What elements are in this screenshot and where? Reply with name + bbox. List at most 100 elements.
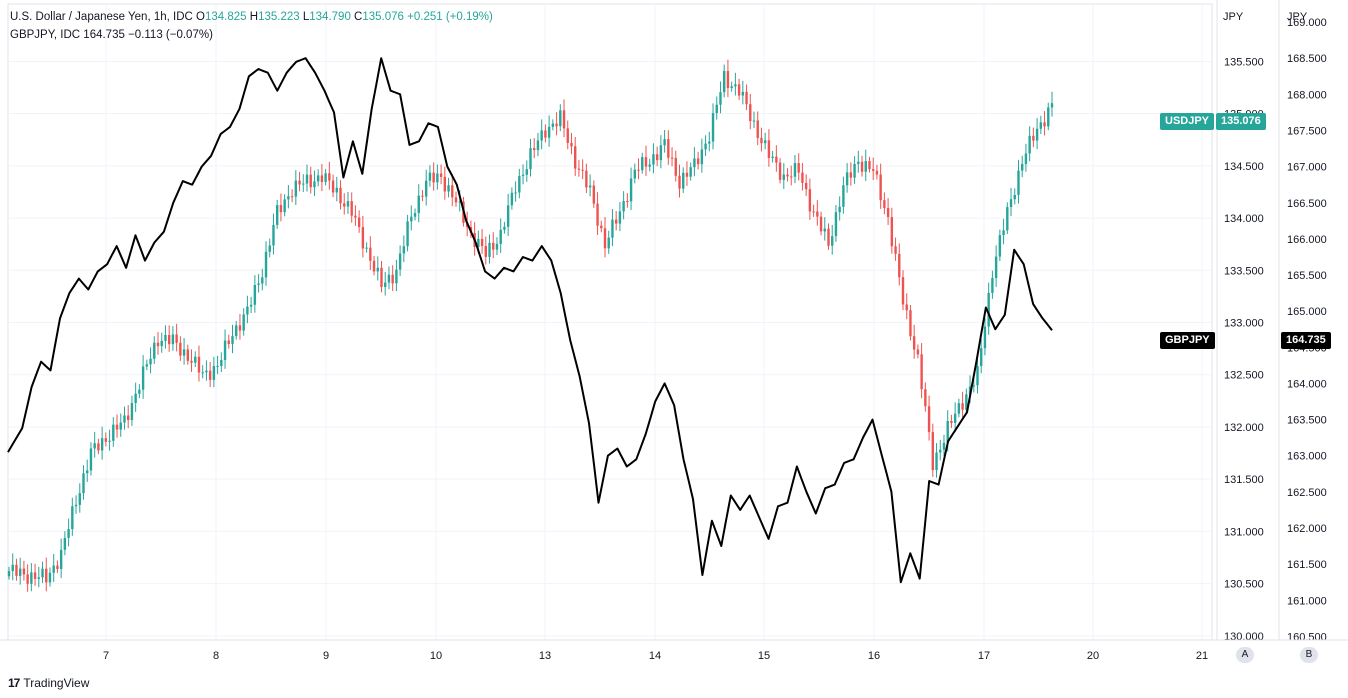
usdjpy-candle-body (421, 195, 424, 197)
usdjpy-candle-body (1024, 153, 1028, 164)
low-value: 134.790 (309, 11, 351, 23)
x-tick-label-7: 16 (868, 650, 880, 662)
usdjpy-candle-body (387, 274, 391, 283)
usdjpy-candle-body (253, 285, 257, 305)
usdjpy-candle-body (361, 227, 365, 249)
usdjpy-candle-body (1050, 103, 1054, 108)
usdjpy-candle-body (186, 349, 189, 361)
open-label: O (196, 11, 205, 23)
usdjpy-candle-body (357, 217, 361, 228)
usdjpy-candle-body (115, 424, 119, 430)
usdjpy-candle-body (890, 217, 894, 247)
usdjpy-candle-body (533, 148, 536, 151)
usdjpy-candle-body (544, 130, 547, 138)
second-series-value: 164.735 (83, 29, 125, 41)
usdjpy-candle-body (290, 196, 294, 198)
x-tick-label-6: 15 (758, 650, 770, 662)
usdjpy-candle-body (74, 504, 78, 507)
usdjpy-candle-body (652, 154, 655, 165)
usdjpy-candle-body (372, 260, 376, 272)
usdjpy-candle-body (685, 172, 689, 177)
usdjpy-candle-body (138, 389, 141, 394)
usdjpy-candle-body (667, 139, 670, 158)
usdjpy-candle-body (410, 216, 413, 222)
usdjpy-candle-body (555, 123, 558, 127)
second-series-legend: GBPJPY, IDC 164.735 −0.113 (−0.07%) (10, 29, 213, 41)
usdjpy-candle-body (11, 564, 14, 572)
usdjpy-candle-body (927, 406, 931, 433)
usdjpy-candle-body (339, 187, 342, 204)
usdjpy-candle-body (406, 221, 409, 247)
usdjpy-candle-body (1021, 163, 1024, 171)
auto-scale-button[interactable]: A (1236, 647, 1254, 663)
gbpjpy-tick-label-1: 161.000 (1287, 595, 1327, 607)
gbpjpy-tick-label-17: 169.000 (1287, 17, 1327, 29)
usdjpy-candle-body (443, 176, 447, 192)
usdjpy-candle-body (71, 506, 74, 530)
usdjpy-candle-body (655, 154, 659, 161)
usdjpy-candle-body (831, 236, 834, 246)
usdjpy-candle-body (641, 157, 644, 171)
usdjpy-candle-body (324, 173, 327, 182)
usdjpy-candle-body (37, 577, 40, 579)
usdjpy-candle-body (22, 568, 26, 575)
main-series-legend: U.S. Dollar / Japanese Yen, 1h, IDC O 134… (10, 11, 493, 23)
usdjpy-candle-body (752, 120, 756, 122)
usdjpy-candle-body (689, 167, 692, 177)
usdjpy-candle-body (994, 256, 998, 278)
usdjpy-candle-body (477, 238, 480, 247)
usdjpy-candle-body (950, 420, 953, 423)
usdjpy-tick-label-4: 132.000 (1224, 422, 1264, 434)
usdjpy-candle-body (637, 169, 640, 171)
main-series-title: U.S. Dollar / Japanese Yen, 1h, IDC (10, 11, 193, 23)
usdjpy-candle-body (834, 212, 838, 237)
usdjpy-candle-body (268, 245, 271, 252)
usdjpy-candle-body (801, 172, 804, 183)
usdjpy-candle-body (220, 360, 223, 366)
usdjpy-candle-body (916, 349, 920, 355)
usdjpy-candle-body (525, 169, 528, 175)
usdjpy-candle-body (953, 413, 957, 423)
usdjpy-candle-body (398, 253, 402, 270)
usdjpy-candle-body (782, 174, 785, 180)
usdjpy-candle-body (741, 91, 745, 96)
second-series-title: GBPJPY, IDC (10, 29, 81, 41)
usdjpy-candle-body (845, 172, 849, 186)
scale-b-button[interactable]: B (1300, 647, 1318, 663)
usdjpy-candle-body (611, 219, 614, 238)
right-scale-unit: JPY (1287, 11, 1308, 23)
plot-border (7, 3, 1213, 641)
usdjpy-candle-body (961, 403, 964, 410)
usdjpy-candle-body (708, 141, 711, 144)
usdjpy-candle-body (335, 187, 338, 193)
usdjpy-candle-body (581, 169, 584, 171)
gbpjpy-tick-label-0: 160.500 (1287, 631, 1327, 643)
usdjpy-candle-body (376, 267, 379, 272)
usdjpy-candle-body (313, 181, 316, 188)
usdjpy-candle-body (980, 348, 983, 367)
usdjpy-candle-body (1017, 170, 1020, 195)
gbpjpy-name-tag: GBPJPY (1160, 332, 1215, 349)
usdjpy-candle-body (678, 175, 681, 189)
low-label: L (302, 11, 310, 23)
usdjpy-tick-label-7: 133.500 (1224, 265, 1264, 277)
usdjpy-candle-body (749, 104, 752, 122)
usdjpy-candle-body (1047, 107, 1050, 127)
usdjpy-candle-body (737, 84, 741, 96)
usdjpy-candle-body (112, 424, 115, 441)
x-tick-label-4: 13 (539, 650, 551, 662)
usdjpy-candle-body (976, 366, 979, 386)
usdjpy-candle-body (86, 470, 89, 474)
usdjpy-candle-body (78, 493, 81, 505)
usdjpy-candle-body (816, 211, 819, 217)
gbpjpy-tick-label-15: 168.000 (1287, 89, 1327, 101)
usdjpy-candle-body (939, 449, 942, 453)
usdjpy-candle-body (264, 251, 268, 278)
usdjpy-candle-body (41, 568, 44, 578)
x-tick-label-3: 10 (430, 650, 442, 662)
usdjpy-candle-body (484, 246, 487, 257)
usdjpy-candle-body (249, 304, 253, 307)
tradingview-branding[interactable]: 17 TradingView (8, 676, 89, 690)
usdjpy-candle-body (436, 173, 439, 183)
